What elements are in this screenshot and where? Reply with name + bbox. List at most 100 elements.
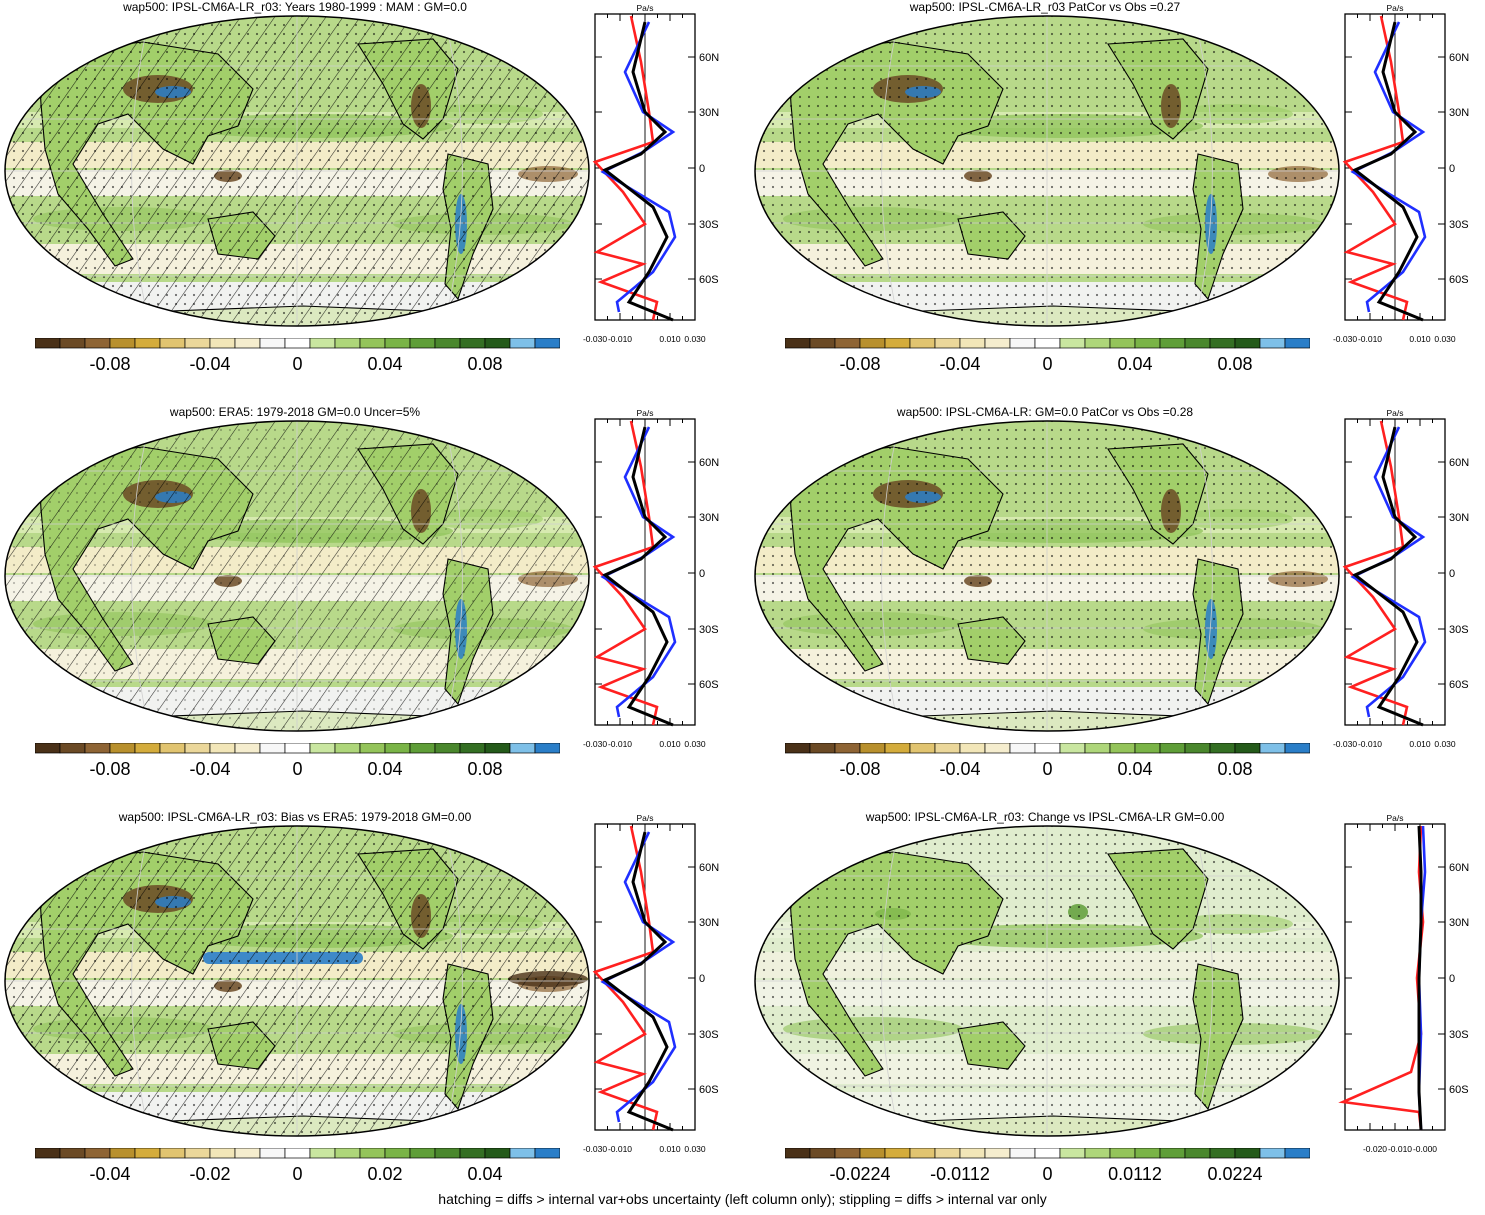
profile-x-tick: -0.010 [608, 1144, 632, 1154]
panel-title: wap500: IPSL-CM6A-LR: GM=0.0 PatCor vs O… [896, 405, 1194, 419]
colorbar-label: 0.08 [467, 354, 502, 374]
colorbar-label: -0.04 [189, 354, 230, 374]
lat-label: 0 [1449, 163, 1455, 175]
colorbar-label: -0.0224 [829, 1164, 890, 1184]
lat-label: 60N [1449, 52, 1469, 64]
zonal-profile: Pa/s 60N 30N 0 30S 60S -0.030 -0.010 0.010 0.030 [1333, 408, 1469, 749]
lat-label: 30S [1449, 219, 1469, 231]
profile-x-tick: -0.030 [583, 739, 607, 749]
world-map [754, 825, 1340, 1137]
profile-x-tick: -0.030 [1333, 334, 1357, 344]
profile-x-tick: -0.030 [1333, 739, 1357, 749]
profile-x-tick: -0.030 [583, 334, 607, 344]
colorbar-label: 0.0112 [1108, 1164, 1162, 1184]
lat-label: 60N [1449, 457, 1469, 469]
profile-unit: Pa/s [636, 408, 653, 418]
panel-3: wap500: ERA5: 1979-2018 GM=0.0 Uncer=5% P… [0, 405, 742, 810]
lat-label: 60N [699, 52, 719, 64]
profile-x-tick: -0.000 [1413, 1144, 1437, 1154]
colorbar-label: 0 [292, 354, 302, 374]
world-map [4, 825, 590, 1137]
lat-label: 30N [699, 917, 719, 929]
zonal-profile: Pa/s 60N 30N 0 30S 60S -0.030 -0.010 0.010 0.030 [583, 408, 719, 749]
lat-label: 60N [699, 457, 719, 469]
colorbar: -0.0224 -0.0112 0 0.0112 0.0224 [785, 1148, 1310, 1184]
lat-label: 30S [699, 219, 719, 231]
colorbar-label: 0 [1042, 759, 1052, 779]
profile-x-tick: 0.010 [1409, 334, 1431, 344]
profile-x-tick: -0.010 [1358, 739, 1382, 749]
colorbar-label: -0.02 [189, 1164, 230, 1184]
lat-label: 30N [1449, 107, 1469, 119]
profile-unit: Pa/s [1386, 408, 1403, 418]
profile-x-tick: 0.010 [659, 1144, 681, 1154]
colorbar: -0.08 -0.04 0 0.04 0.08 [785, 743, 1310, 779]
colorbar-label: 0.02 [367, 1164, 402, 1184]
panel-6: wap500: IPSL-CM6A-LR_r03: Change vs IPSL… [750, 810, 1485, 1215]
panel-title: wap500: ERA5: 1979-2018 GM=0.0 Uncer=5% [169, 405, 421, 419]
colorbar-label: -0.0112 [930, 1164, 990, 1184]
profile-x-tick: 0.030 [1434, 334, 1456, 344]
lat-label: 60S [1449, 679, 1469, 691]
profile-x-tick: -0.010 [608, 334, 632, 344]
profile-x-tick: 0.010 [1409, 739, 1431, 749]
lat-label: 30S [699, 624, 719, 636]
profile-x-tick: 0.030 [684, 334, 706, 344]
lat-label: 60N [699, 862, 719, 874]
profile-unit: Pa/s [636, 813, 653, 823]
colorbar-label: 0.08 [1217, 759, 1252, 779]
panel-2: wap500: IPSL-CM6A-LR_r03 PatCor vs Obs =… [750, 0, 1485, 405]
lat-label: 0 [699, 163, 705, 175]
colorbar: -0.04 -0.02 0 0.02 0.04 [35, 1148, 560, 1184]
colorbar-label: 0.0224 [1207, 1164, 1262, 1184]
colorbar-label: 0.04 [467, 1164, 502, 1184]
profile-x-tick: 0.030 [1434, 739, 1456, 749]
world-map [4, 15, 590, 327]
colorbar-label: -0.04 [939, 354, 980, 374]
colorbar: -0.08 -0.04 0 0.04 0.08 [35, 338, 560, 374]
profile-x-tick: 0.030 [684, 739, 706, 749]
colorbar-label: -0.04 [89, 1164, 130, 1184]
colorbar-label: 0 [292, 1164, 302, 1184]
colorbar-label: 0.08 [467, 759, 502, 779]
lat-label: 0 [699, 973, 705, 985]
lat-label: 60S [699, 274, 719, 286]
colorbar-label: -0.08 [89, 354, 130, 374]
zonal-profile: Pa/s 60N 30N 0 30S 60S -0.020 -0.010 -0.000 [1338, 813, 1469, 1154]
figure-caption: hatching = diffs > internal var+obs unce… [438, 1191, 1047, 1207]
profile-x-tick: -0.010 [608, 739, 632, 749]
colorbar-label: 0.04 [1117, 759, 1152, 779]
lat-label: 30S [699, 1029, 719, 1041]
panel-4: wap500: IPSL-CM6A-LR: GM=0.0 PatCor vs O… [750, 405, 1485, 810]
colorbar-label: 0 [1042, 354, 1052, 374]
colorbar-label: 0 [1042, 1164, 1052, 1184]
profile-x-tick: -0.020 [1363, 1144, 1387, 1154]
profile-x-tick: -0.030 [583, 1144, 607, 1154]
profile-x-tick: -0.010 [1388, 1144, 1412, 1154]
zonal-profile: Pa/s 60N 30N 0 30S 60S -0.030 -0.010 0.010 0.030 [1333, 3, 1469, 344]
lat-label: 0 [1449, 568, 1455, 580]
panel-title: wap500: IPSL-CM6A-LR_r03: Change vs IPSL… [865, 810, 1225, 824]
panel-title: wap500: IPSL-CM6A-LR_r03 PatCor vs Obs =… [909, 0, 1181, 14]
lat-label: 30S [1449, 624, 1469, 636]
profile-x-tick: 0.010 [659, 334, 681, 344]
panel-title: wap500: IPSL-CM6A-LR_r03: Bias vs ERA5: … [118, 810, 472, 824]
lat-label: 60S [699, 1084, 719, 1096]
colorbar-label: 0.04 [367, 759, 402, 779]
profile-x-tick: -0.010 [1358, 334, 1382, 344]
lat-label: 0 [699, 568, 705, 580]
colorbar: -0.08 -0.04 0 0.04 0.08 [35, 743, 560, 779]
colorbar-label: 0.04 [367, 354, 402, 374]
lat-label: 30N [699, 512, 719, 524]
profile-unit: Pa/s [1386, 813, 1403, 823]
profile-unit: Pa/s [636, 3, 653, 13]
profile-x-tick: 0.030 [684, 1144, 706, 1154]
lat-label: 60S [1449, 1084, 1469, 1096]
colorbar-label: -0.08 [89, 759, 130, 779]
colorbar-label: -0.04 [189, 759, 230, 779]
lat-label: 30N [1449, 512, 1469, 524]
colorbar-label: 0.04 [1117, 354, 1152, 374]
colorbar-label: 0 [292, 759, 302, 779]
lat-label: 30N [699, 107, 719, 119]
colorbar: -0.08 -0.04 0 0.04 0.08 [785, 338, 1310, 374]
